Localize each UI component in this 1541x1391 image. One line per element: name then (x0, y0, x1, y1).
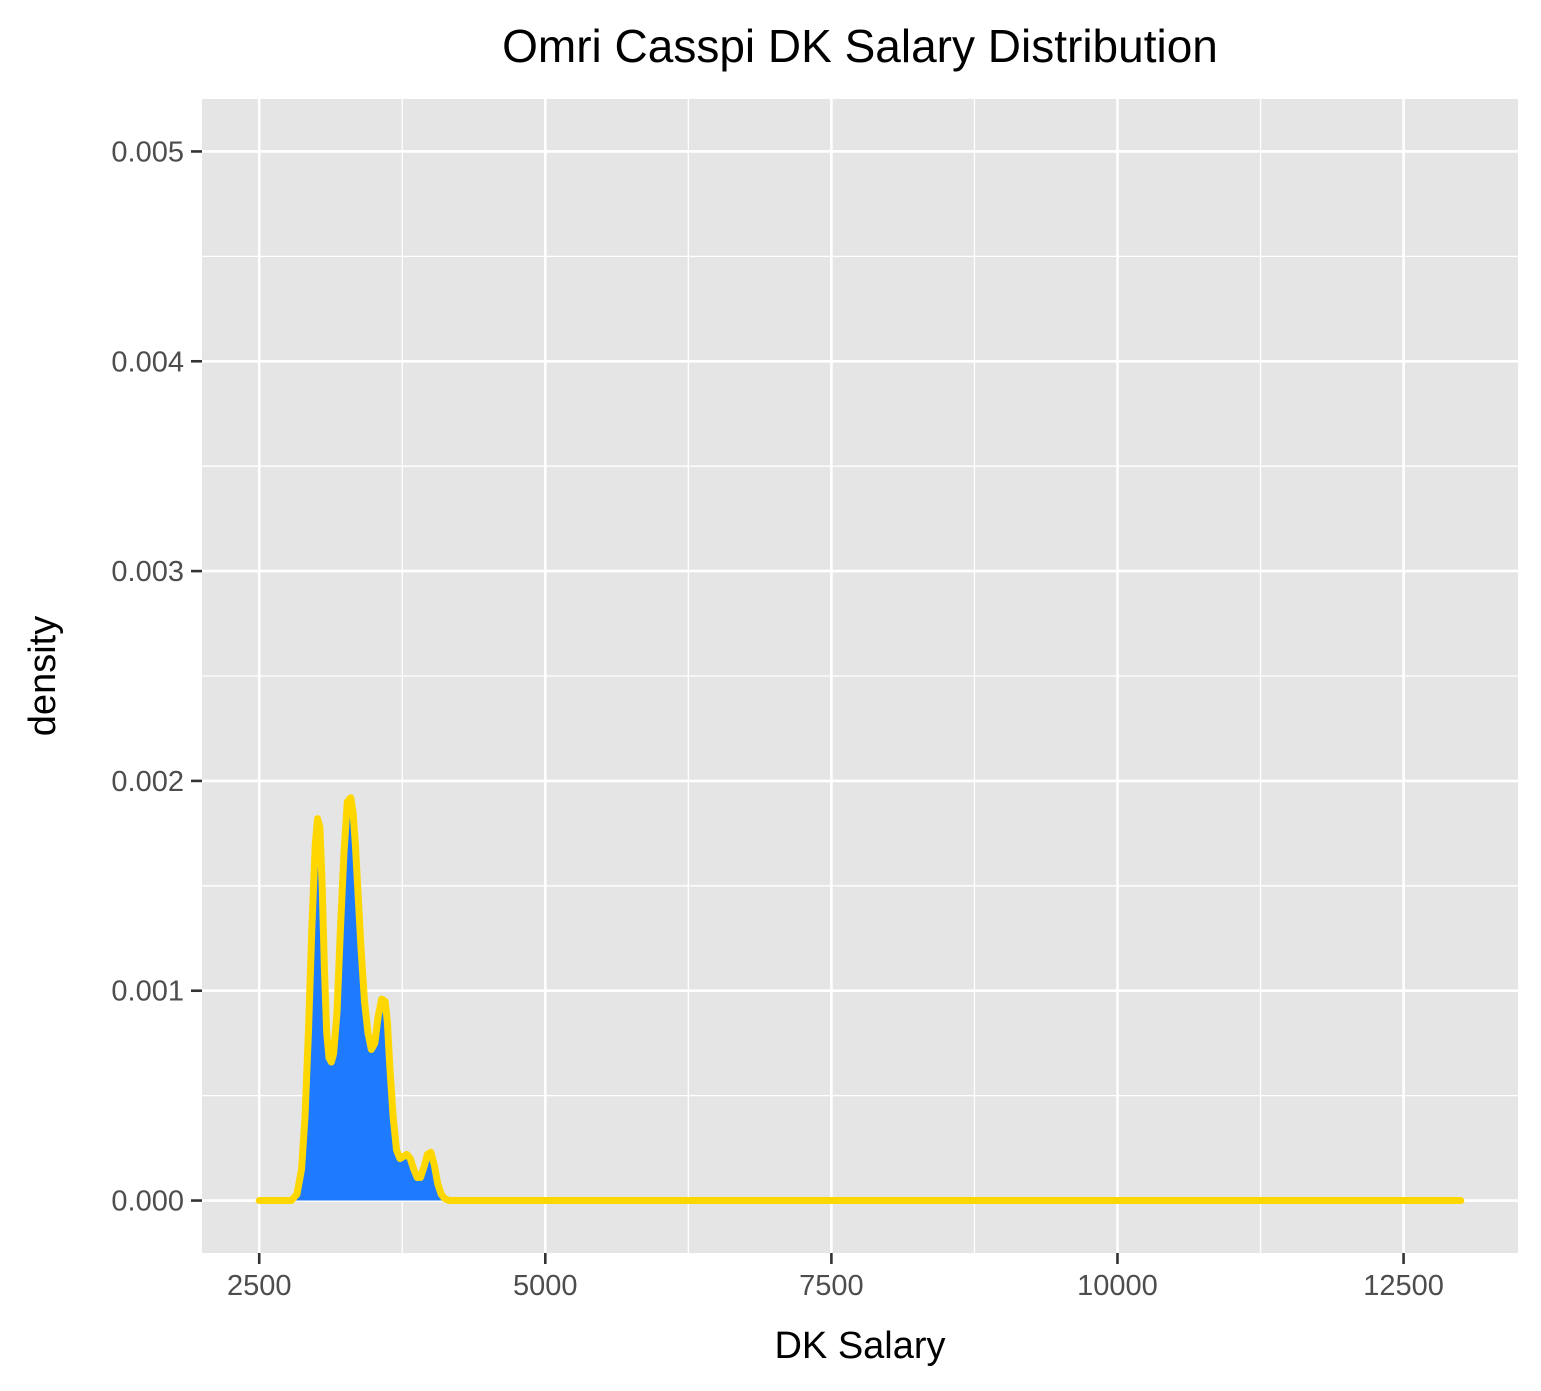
y-tick-label: 0.005 (111, 136, 184, 168)
x-tick-label: 10000 (1077, 1270, 1158, 1302)
x-tick-label: 5000 (513, 1270, 578, 1302)
y-tick-label: 0.000 (111, 1186, 184, 1218)
x-axis-ticks: 2500 5000 7500 10000 12500 (227, 1253, 1444, 1302)
chart-title: Omri Casspi DK Salary Distribution (502, 20, 1218, 72)
x-axis-title: DK Salary (774, 1325, 945, 1367)
y-tick-label: 0.003 (111, 556, 184, 588)
x-tick-label: 2500 (227, 1270, 292, 1302)
density-outline (255, 794, 1465, 1205)
y-tick-label: 0.001 (111, 976, 184, 1008)
x-tick-label: 7500 (799, 1270, 864, 1302)
y-axis-ticks: 0.000 0.001 0.002 0.003 0.004 0.005 (111, 136, 202, 1218)
minor-gridlines (202, 99, 1518, 1253)
y-axis-title: density (22, 616, 64, 736)
y-tick-label: 0.002 (111, 766, 184, 798)
y-tick-label: 0.004 (111, 346, 184, 378)
x-tick-label: 12500 (1363, 1270, 1444, 1302)
density-fill-area (259, 797, 1461, 1201)
